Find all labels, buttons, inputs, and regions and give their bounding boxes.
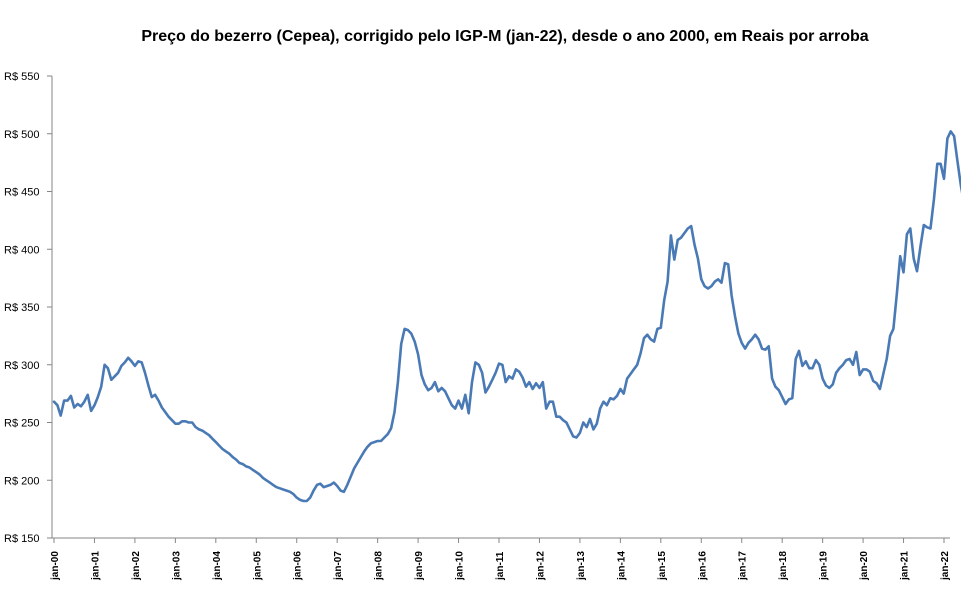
x-tick-label: jan-04: [212, 551, 223, 581]
x-tick-label: jan-10: [455, 551, 466, 581]
x-tick-label: jan-09: [414, 551, 425, 581]
y-axis-ticks: R$ 150 R$ 200 R$ 250 R$ 300 R$ 350 R$ 400 R$ 4…: [4, 71, 52, 545]
x-tick-label: jan-03: [171, 551, 182, 581]
y-tick-label: R$ 150: [4, 533, 39, 545]
y-tick-label: R$ 550: [4, 71, 39, 83]
y-tick-label: R$ 350: [4, 302, 39, 314]
series-line: [52, 130, 961, 503]
x-tick-label: jan-00: [50, 551, 61, 581]
x-tick-label: jan-07: [333, 551, 344, 581]
chart-title: Preço do bezerro (Cepea), corrigido pelo…: [141, 28, 869, 45]
x-tick-label: jan-16: [697, 551, 708, 581]
x-tick-label: jan-17: [738, 551, 749, 581]
x-tick-label: jan-13: [576, 551, 587, 581]
x-tick-label: jan-18: [778, 551, 789, 581]
x-tick-label: jan-05: [252, 551, 263, 581]
x-tick-label: jan-20: [859, 551, 870, 581]
y-tick-label: R$ 450: [4, 187, 39, 199]
x-tick-label: jan-08: [374, 551, 385, 581]
x-axis-ticks: jan-00 jan-01 jan-02 jan-03 jan-04 jan-05 jan-…: [50, 538, 951, 581]
x-tick-label: jan-22: [940, 551, 951, 581]
y-tick-label: R$ 250: [4, 418, 39, 430]
x-tick-label: jan-21: [900, 551, 911, 581]
x-tick-label: jan-02: [131, 551, 142, 581]
y-tick-label: R$ 500: [4, 129, 39, 141]
x-tick-label: jan-14: [616, 551, 627, 581]
x-tick-label: jan-15: [657, 551, 668, 581]
y-tick-label: R$ 400: [4, 244, 39, 256]
x-tick-label: jan-12: [535, 551, 546, 581]
x-tick-label: jan-19: [819, 551, 830, 581]
x-tick-label: jan-11: [495, 551, 506, 581]
x-tick-label: jan-06: [293, 551, 304, 581]
x-tick-label: jan-01: [90, 551, 101, 581]
y-tick-label: R$ 300: [4, 360, 39, 372]
y-tick-label: R$ 200: [4, 475, 39, 487]
chart-axes: [51, 76, 950, 539]
